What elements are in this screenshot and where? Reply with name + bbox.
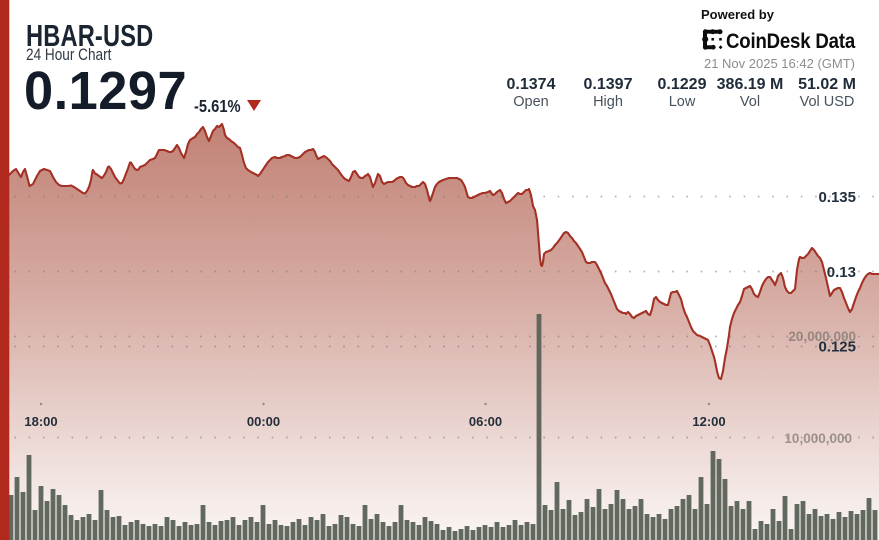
svg-text:0.13: 0.13	[827, 264, 856, 281]
svg-text:12:00: 12:00	[692, 414, 725, 429]
svg-text:20,000,000: 20,000,000	[788, 329, 856, 344]
svg-text:00:00: 00:00	[247, 414, 280, 429]
svg-text:0.135: 0.135	[818, 189, 856, 206]
svg-text:10,000,000: 10,000,000	[784, 431, 852, 446]
svg-text:18:00: 18:00	[24, 414, 57, 429]
svg-text:0.125: 0.125	[818, 339, 856, 356]
svg-text:06:00: 06:00	[469, 414, 502, 429]
